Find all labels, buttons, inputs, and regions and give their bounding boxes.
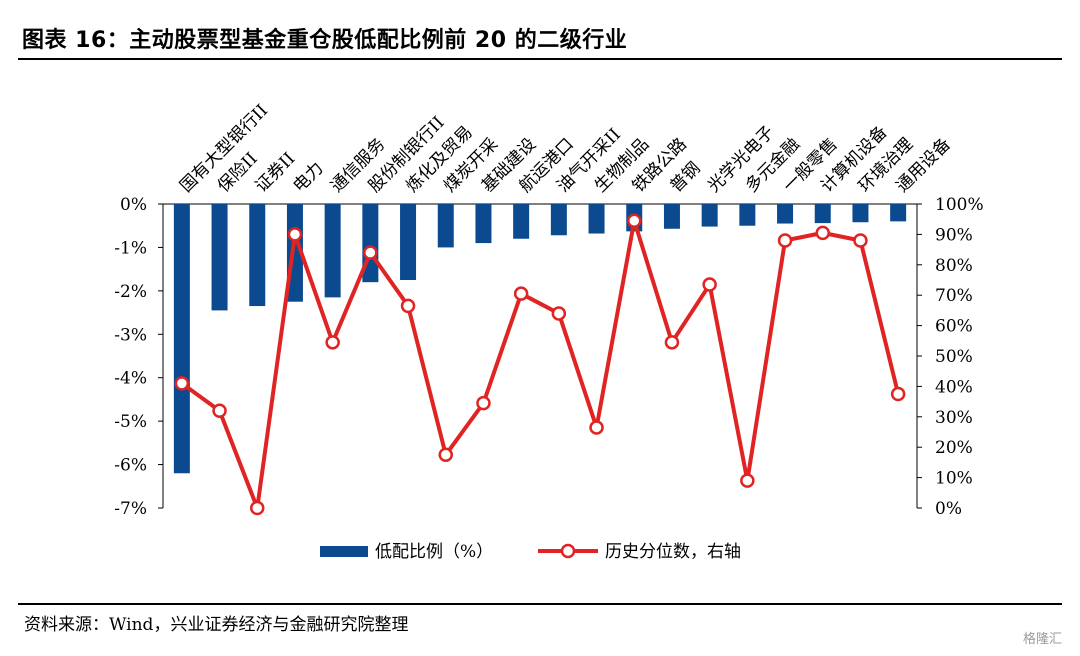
combo-chart: 0% -1% -2% -3% -4% -5% -6% -7% 100% 90% 80% 70% 60% 5… [114, 101, 983, 562]
line-path [180, 218, 901, 510]
line-point [287, 227, 303, 242]
line-point [174, 376, 190, 391]
bar [814, 204, 831, 224]
line-point [740, 473, 755, 488]
source-divider [18, 603, 1062, 605]
line-point [513, 286, 529, 301]
bar [437, 204, 454, 248]
legend-bar-label: 低配比例（%） [375, 542, 493, 562]
bar [852, 204, 869, 223]
legend: 低配比例（%） 历史分位数，右轴 [320, 542, 741, 562]
legend-bar-swatch [320, 546, 368, 557]
right-tick-label: 0% [935, 499, 962, 519]
line-point [363, 245, 378, 260]
bar [701, 204, 718, 227]
line-point [250, 500, 265, 516]
bar [249, 204, 266, 307]
right-tick-label: 90% [935, 225, 973, 245]
bar [173, 204, 190, 474]
bar [400, 204, 417, 280]
source-note: 资料来源：Wind，兴业证券经济与金融研究院整理 [24, 615, 409, 635]
right-tick-label: 10% [935, 469, 973, 489]
figure-title: 图表 16：主动股票型基金重仓股低配比例前 20 的二级行业 [22, 28, 628, 53]
bar [739, 204, 756, 226]
bar [513, 204, 530, 239]
line-point [627, 213, 642, 228]
bar [550, 204, 567, 236]
right-tick-label: 50% [935, 347, 973, 367]
bar [324, 204, 341, 298]
right-tick-label: 70% [935, 286, 973, 306]
right-tick-label: 100% [935, 195, 984, 215]
line-point [212, 403, 227, 418]
left-tick-label: 0% [120, 195, 147, 215]
line-point [476, 395, 491, 411]
line-point [702, 277, 717, 292]
right-tick-label: 60% [935, 317, 973, 337]
line-point [777, 233, 793, 248]
left-tick-label: -2% [114, 282, 147, 302]
bar [777, 204, 794, 224]
bar-series [173, 204, 907, 474]
left-tick-label: -3% [114, 325, 147, 345]
left-tick-label: -7% [114, 499, 147, 519]
line-point [853, 233, 868, 248]
line-point [890, 386, 906, 402]
bar [663, 204, 680, 229]
category-label: 证券II [252, 149, 300, 197]
bar [475, 204, 492, 244]
line-point [815, 225, 830, 241]
watermark: 格隆汇 [1022, 632, 1062, 647]
left-tick-label: -5% [114, 412, 147, 432]
title-divider [18, 58, 1062, 60]
right-tick-label: 40% [935, 377, 973, 397]
line-point [589, 420, 604, 435]
line-point [400, 298, 416, 314]
line-series [174, 213, 906, 516]
line-point [551, 306, 567, 321]
right-tick-label: 80% [935, 256, 973, 276]
legend-line-label: 历史分位数，右轴 [605, 542, 741, 562]
legend-line-marker [560, 543, 576, 559]
axes: 0% -1% -2% -3% -4% -5% -6% -7% 100% 90% 80% 70% 60% 5… [114, 195, 983, 519]
line-point [438, 447, 453, 463]
left-tick-label: -6% [114, 456, 147, 476]
left-tick-label: -4% [114, 369, 147, 389]
bar [890, 204, 907, 222]
line-point [325, 335, 340, 350]
bar [588, 204, 605, 234]
line-point [664, 335, 680, 350]
left-tick-label: -1% [114, 238, 147, 258]
bar [211, 204, 228, 311]
right-tick-label: 20% [935, 438, 973, 458]
right-tick-label: 30% [935, 408, 973, 428]
